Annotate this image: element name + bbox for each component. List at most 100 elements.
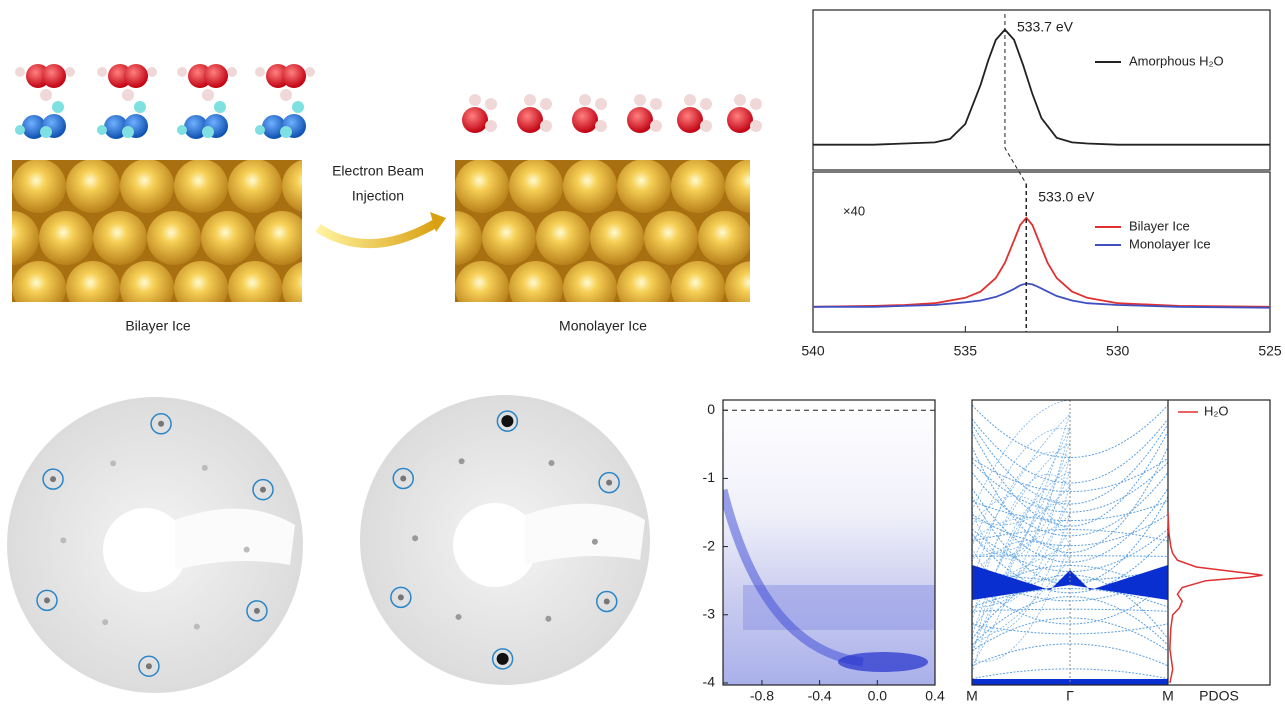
gold-slab: [0, 159, 336, 315]
y-tick-label: 0: [707, 401, 715, 417]
gold-atom: [228, 261, 282, 315]
spectrum-line: [813, 30, 1270, 145]
hydrogen: [485, 120, 497, 132]
arrow-label: Injection: [352, 188, 404, 204]
leed-spot: [202, 465, 208, 471]
gold-atom: [401, 261, 455, 315]
k-point-label: Γ: [1066, 688, 1074, 704]
leed-spot: [254, 608, 260, 614]
x-tick-label: 540: [801, 343, 825, 359]
hydrogen: [40, 126, 52, 138]
peak-label: 533.7 eV: [1017, 19, 1074, 35]
gold-atom: [255, 211, 309, 265]
hydrogen: [292, 101, 304, 113]
leed-spot: [412, 535, 418, 541]
gold-atom: [752, 211, 806, 265]
x-tick-label: -0.8: [750, 688, 774, 704]
hydrogen: [97, 125, 107, 135]
x-tick-label: 535: [954, 343, 978, 359]
gold-atom: [644, 211, 698, 265]
hydrogen: [650, 120, 662, 132]
gold-atom: [725, 261, 779, 315]
y-tick-label: -3: [703, 605, 716, 621]
hydrogen: [202, 126, 214, 138]
leed-spot: [194, 624, 200, 630]
gold-atom: [671, 261, 725, 315]
gold-atom: [563, 261, 617, 315]
hydrogen: [52, 101, 64, 113]
y-tick-label: -4: [703, 674, 716, 690]
band-line: [972, 400, 1070, 510]
arrow-label: Electron Beam: [332, 163, 424, 179]
gold-atom: [482, 211, 536, 265]
leed-spot: [110, 460, 116, 466]
legend-label: Bilayer Ice: [1129, 218, 1190, 233]
x-tick-label: 525: [1258, 343, 1282, 359]
y-tick-label: -1: [703, 469, 716, 485]
hydrogen: [177, 67, 187, 77]
spectrum-line: [813, 284, 1270, 308]
gold-atom: [563, 159, 617, 213]
gold-atom: [509, 261, 563, 315]
gold-atom: [455, 261, 509, 315]
band-line: [972, 618, 1168, 651]
gold-atom: [509, 159, 563, 213]
leed-spot: [400, 476, 406, 482]
oxygen: [462, 107, 488, 133]
y-tick-label: -2: [703, 537, 716, 553]
hydrogen: [147, 67, 157, 77]
hydrogen: [214, 101, 226, 113]
hydrogen: [540, 98, 552, 110]
gold-atom: [0, 261, 12, 315]
hydrogen: [579, 94, 591, 106]
pdos-label: PDOS: [1199, 688, 1239, 704]
hydrogen: [650, 98, 662, 110]
oxygen: [517, 107, 543, 133]
gold-atom: [455, 159, 509, 213]
hydrogen: [15, 67, 25, 77]
hydrogen: [202, 89, 214, 101]
gold-atom: [12, 261, 66, 315]
gold-atom: [120, 159, 174, 213]
leed-spot: [545, 616, 551, 622]
leed-spot: [456, 614, 462, 620]
leed-shadow: [453, 503, 537, 587]
leed-spot: [102, 619, 108, 625]
legend-label: H₂O: [1204, 403, 1229, 418]
panel-label: Bilayer Ice: [125, 318, 191, 334]
arpes-spot: [838, 652, 928, 672]
hydrogen: [700, 98, 712, 110]
gold-atom: [174, 159, 228, 213]
arpes-image: [723, 400, 955, 685]
hydrogen: [595, 98, 607, 110]
hydrogen: [750, 120, 762, 132]
oxygen: [42, 64, 66, 88]
page: {"schematic": {"arrow_label": ["Electron…: [0, 0, 1285, 704]
hydrogen: [634, 94, 646, 106]
leed-spot: [44, 597, 50, 603]
gold-atom: [282, 261, 336, 315]
x-tick-label: -0.4: [808, 688, 832, 704]
k-point-label: M: [966, 688, 978, 704]
gold-atom: [0, 159, 12, 213]
leed-spot: [497, 653, 509, 665]
leed-spot: [398, 594, 404, 600]
hydrogen: [540, 120, 552, 132]
leed-spot: [592, 539, 598, 545]
gold-slab: [401, 159, 806, 315]
hydrogen: [65, 67, 75, 77]
hydrogen: [734, 94, 746, 106]
leed-spot: [548, 460, 554, 466]
gold-atom: [120, 261, 174, 315]
hydrogen: [700, 120, 712, 132]
leed-spot: [60, 537, 66, 543]
hydrogen: [469, 94, 481, 106]
hydrogen: [122, 89, 134, 101]
k-point-label: M: [1162, 688, 1174, 704]
gold-atom: [617, 159, 671, 213]
gold-atom: [201, 211, 255, 265]
hydrogen: [485, 98, 497, 110]
oxygen: [572, 107, 598, 133]
leed-spot: [50, 476, 56, 482]
gold-atom: [39, 211, 93, 265]
